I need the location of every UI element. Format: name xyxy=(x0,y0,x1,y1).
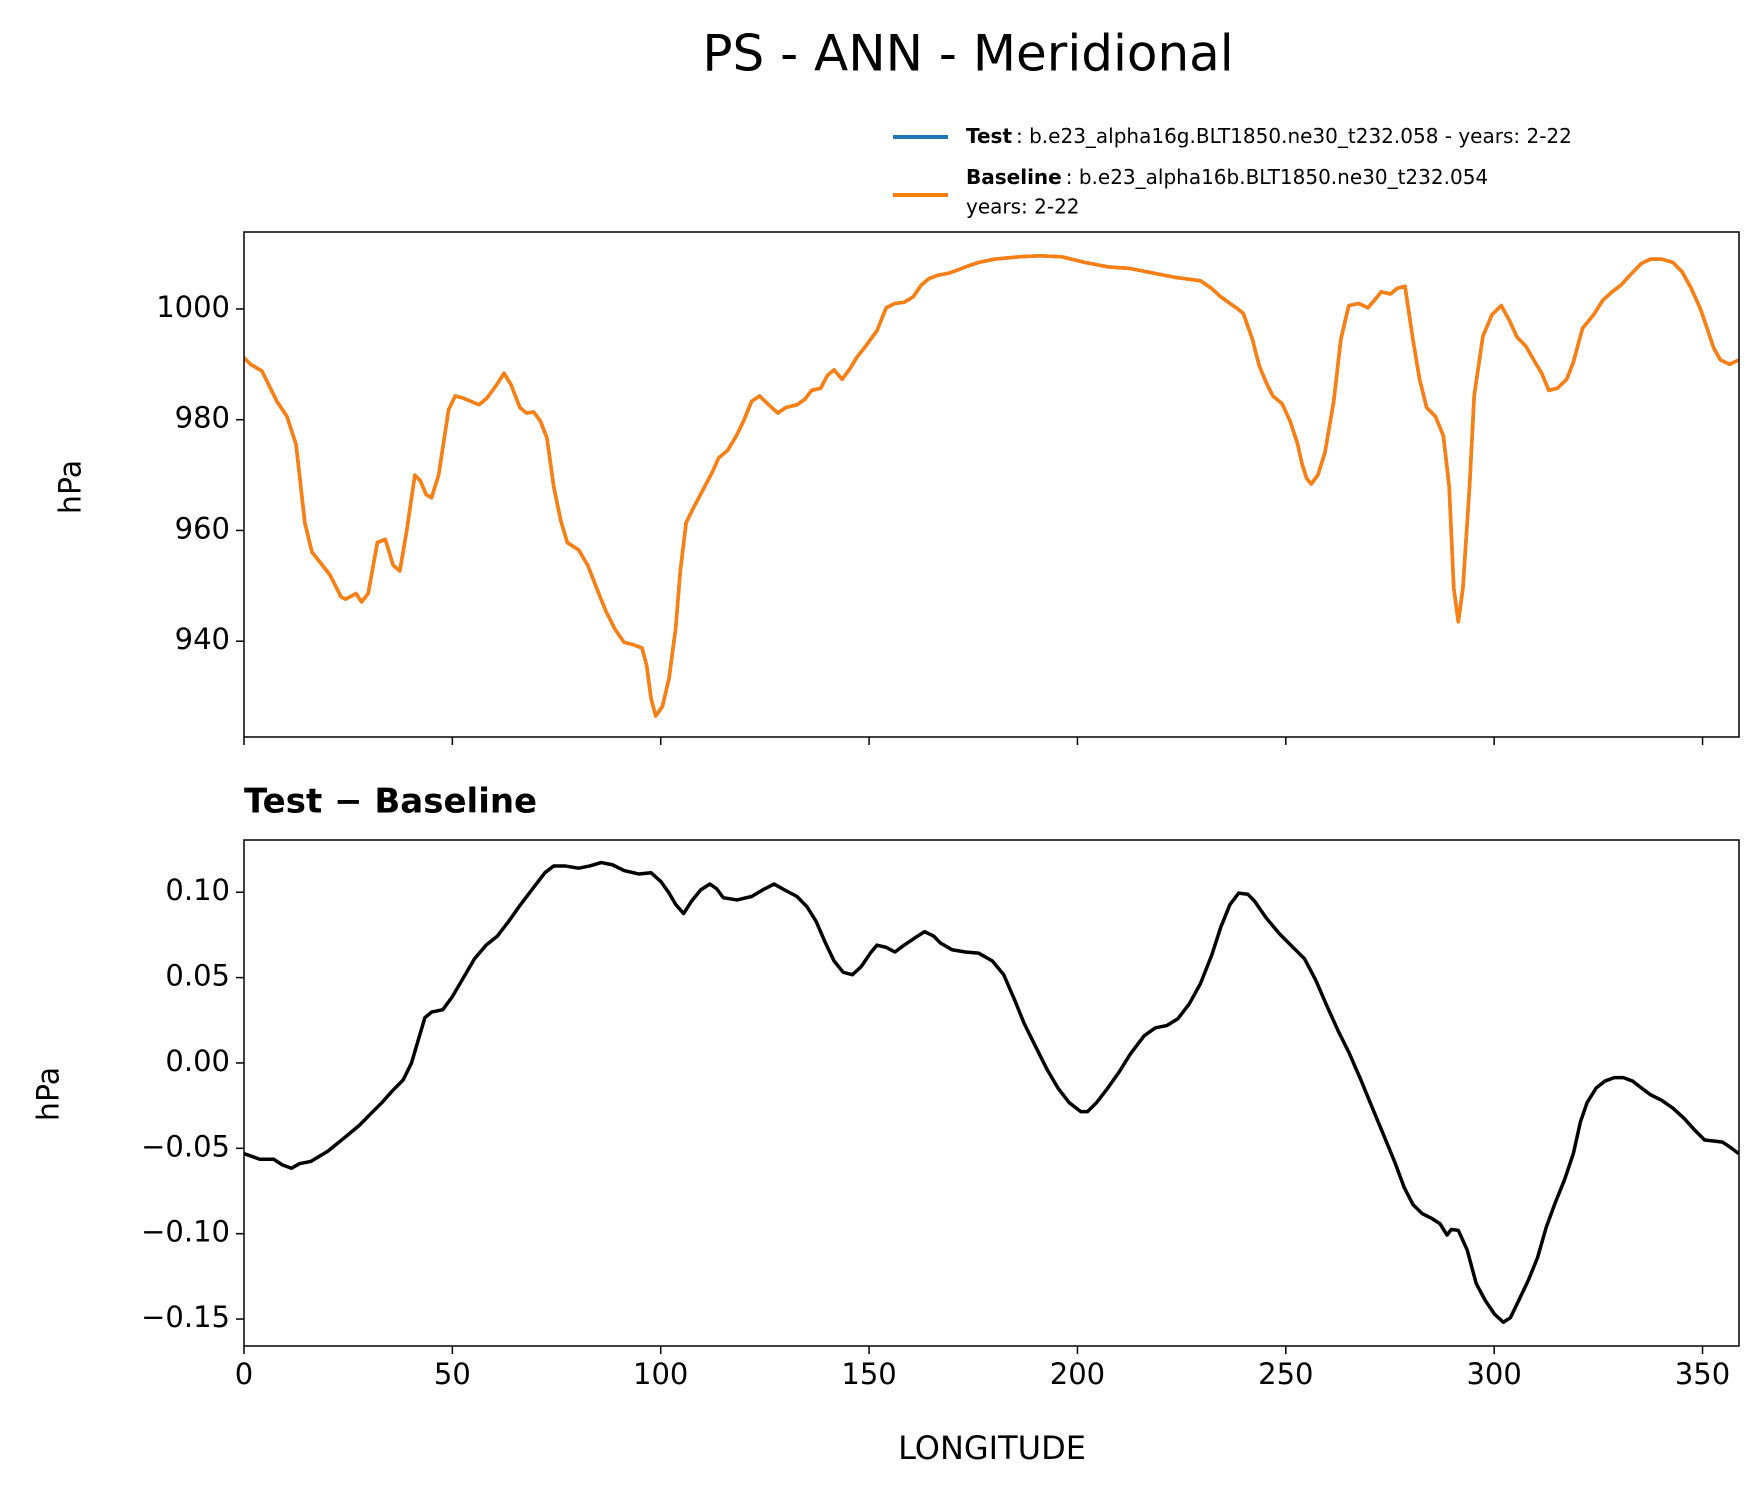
x-tick-label: 50 xyxy=(434,1357,471,1391)
y-tick-label: 0.10 xyxy=(165,873,230,907)
legend-desc: : b.e23_alpha16g.BLT1850.ne30_t232.058 -… xyxy=(1016,124,1572,148)
series-line xyxy=(244,254,1739,718)
legend-desc: years: 2-22 xyxy=(966,195,1080,219)
legend-entry: Baseline: b.e23_alpha16b.BLT1850.ne30_t2… xyxy=(966,165,1488,189)
legend-name: Test xyxy=(966,124,1012,148)
legend-desc: : b.e23_alpha16b.BLT1850.ne30_t232.054 xyxy=(1066,165,1488,189)
x-tick-label: 150 xyxy=(841,1357,896,1391)
y-tick-label: 960 xyxy=(175,511,230,545)
y-tick-label: −0.15 xyxy=(141,1300,230,1334)
x-tick-label: 100 xyxy=(633,1357,688,1391)
y-tick-label: 0.00 xyxy=(165,1044,230,1078)
y-tick-label: 0.05 xyxy=(165,959,230,993)
y-tick-label: −0.10 xyxy=(141,1215,230,1249)
x-tick-label: 250 xyxy=(1258,1357,1313,1391)
series-line xyxy=(244,860,1739,1325)
x-tick-label: 350 xyxy=(1675,1357,1730,1391)
series-line xyxy=(244,254,1739,718)
axes-frame xyxy=(243,839,1740,1347)
x-tick-label: 200 xyxy=(1050,1357,1105,1391)
x-tick-label: 0 xyxy=(235,1357,253,1391)
y-axis-label: hPa xyxy=(32,1067,67,1121)
y-tick-label: 940 xyxy=(175,622,230,656)
y-tick-label: −0.05 xyxy=(141,1129,230,1163)
subplot-title: Test − Baseline xyxy=(244,782,537,822)
axes-frame xyxy=(243,231,1740,738)
y-tick-label: 980 xyxy=(175,401,230,435)
chart-title: PS - ANN - Meridional xyxy=(702,25,1233,83)
x-axis-label: LONGITUDE xyxy=(898,1429,1086,1467)
x-tick-label: 300 xyxy=(1466,1357,1521,1391)
y-axis-label: hPa xyxy=(54,460,89,514)
y-tick-label: 1000 xyxy=(156,290,230,324)
legend-name: Baseline xyxy=(966,165,1062,189)
legend-entry: Test: b.e23_alpha16g.BLT1850.ne30_t232.0… xyxy=(966,124,1572,148)
